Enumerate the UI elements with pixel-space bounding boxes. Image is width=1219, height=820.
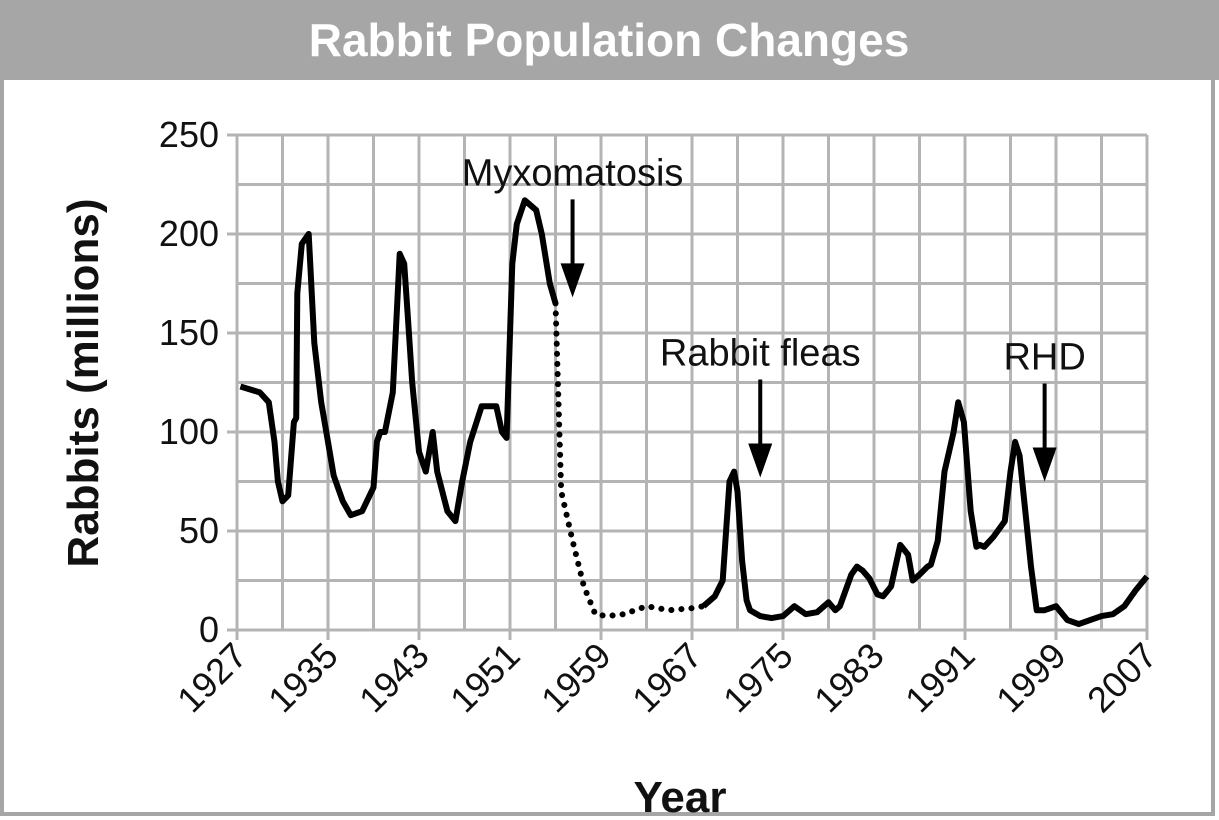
grid — [227, 133, 1149, 640]
x-tick-label: 1983 — [806, 635, 892, 721]
series-lines — [239, 197, 1150, 628]
y-tick-label: 250 — [159, 114, 219, 155]
chart-title: Rabbit Population Changes — [309, 14, 910, 66]
x-tick-label: 1959 — [533, 635, 619, 721]
annotations: Myxomatosis Rabbit fleas RHD — [462, 152, 1086, 482]
x-axis-label: Year — [634, 773, 727, 820]
x-tick-label: 1991 — [897, 635, 983, 721]
x-tick-label: 1951 — [442, 635, 528, 721]
annotation-label: Myxomatosis — [462, 152, 684, 194]
x-tick-label: 1943 — [351, 635, 437, 721]
annotation-arrow-head — [1032, 447, 1057, 482]
y-tick-label: 150 — [159, 312, 219, 353]
y-tick-label: 50 — [179, 510, 219, 551]
series-line-dotted — [552, 300, 707, 620]
x-tick-label: 1999 — [988, 635, 1074, 721]
annotation-arrow-head — [748, 443, 773, 478]
chart-frame — [0, 80, 1215, 816]
annotation-arrow-head — [560, 263, 585, 298]
y-axis-label: Rabbits (millions) — [59, 198, 108, 567]
title-bar — [0, 0, 1219, 80]
y-tick-label: 200 — [159, 213, 219, 254]
series-line — [701, 399, 1150, 628]
y-tick-label: 0 — [199, 609, 219, 650]
annotation-label: RHD — [1003, 337, 1085, 379]
x-tick-label: 1927 — [169, 635, 255, 721]
series-line — [239, 197, 559, 525]
x-tick-label: 1967 — [624, 635, 710, 721]
annotation-label: Rabbit fleas — [660, 333, 861, 375]
x-tick-label: 1975 — [715, 635, 801, 721]
x-tick-label: 2007 — [1079, 635, 1165, 721]
y-tick-label: 100 — [159, 411, 219, 452]
x-tick-label: 1935 — [260, 635, 346, 721]
